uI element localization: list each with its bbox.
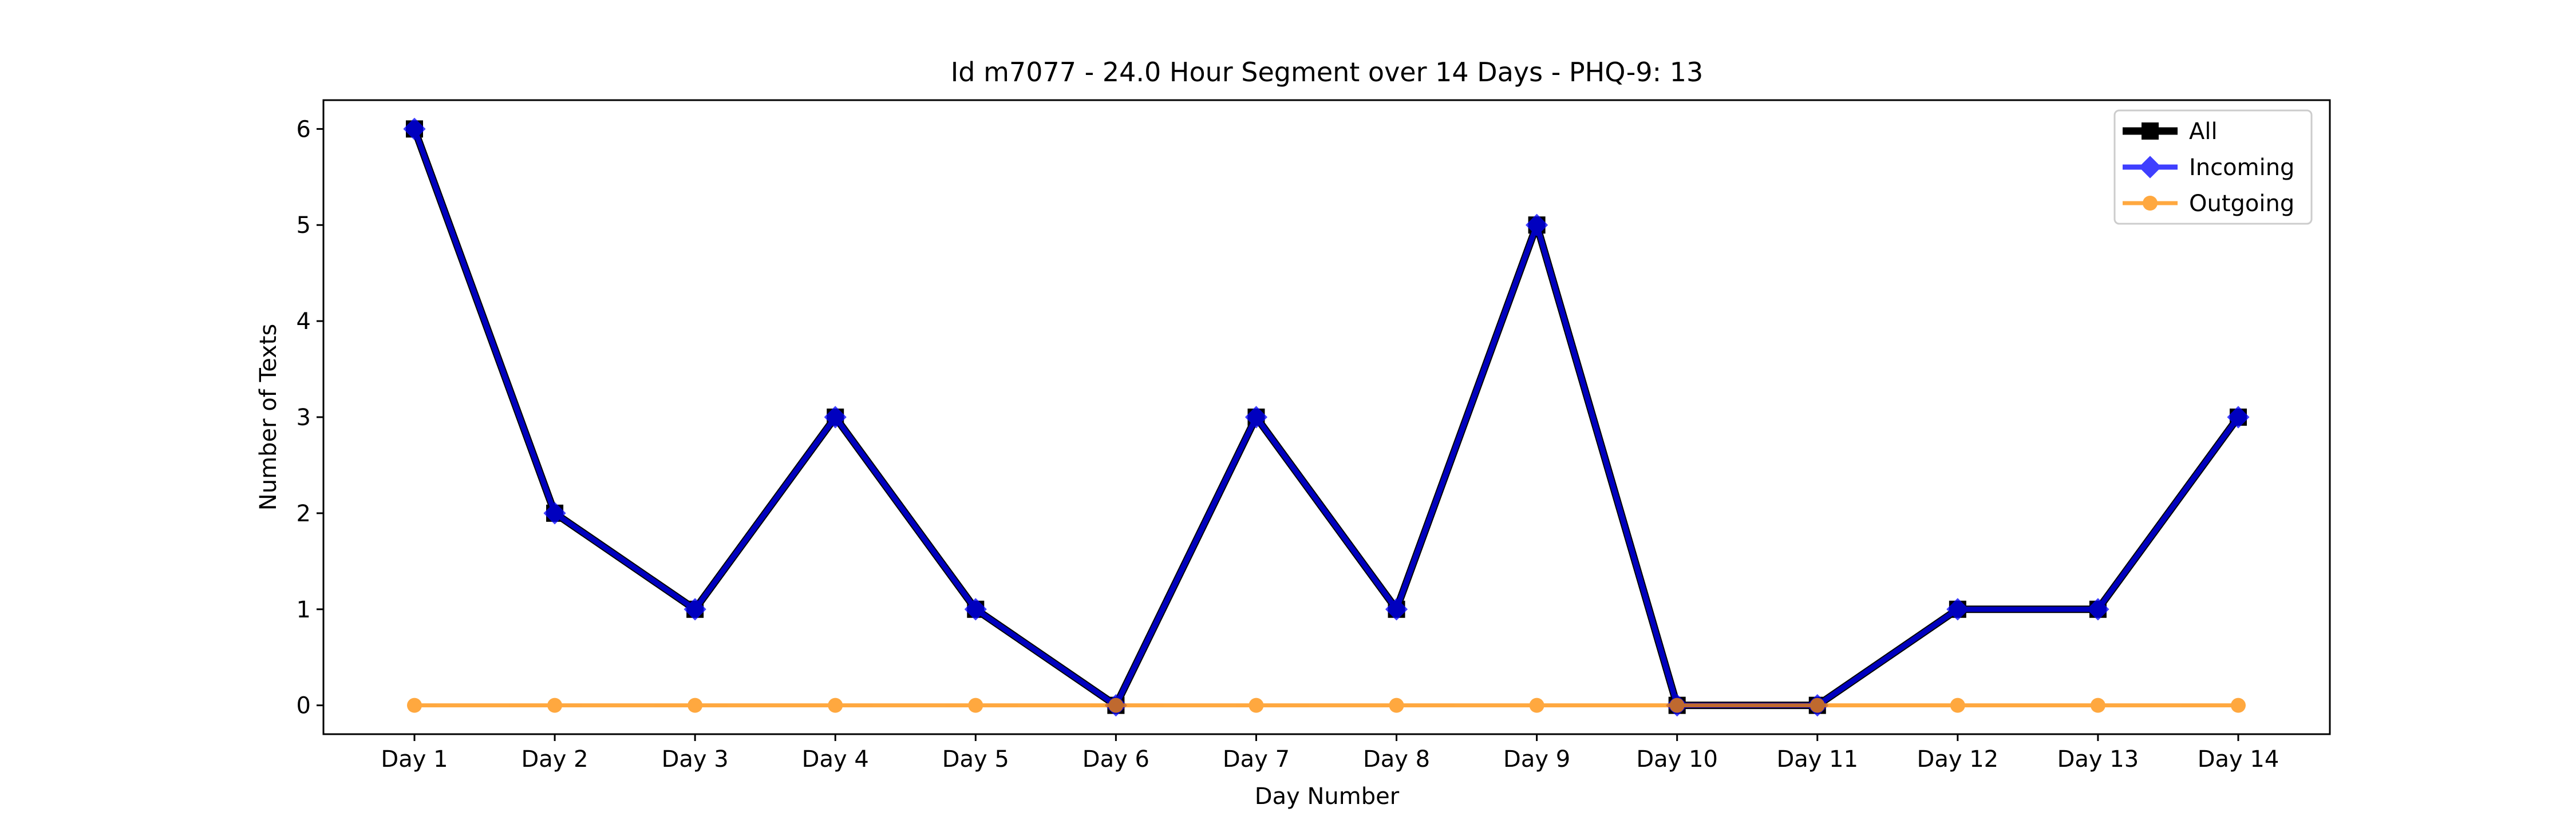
data-point-outgoing — [1809, 698, 1825, 713]
data-point-incoming — [1385, 598, 1408, 621]
chart-title: Id m7077 - 24.0 Hour Segment over 14 Day… — [951, 57, 1704, 88]
x-tick-label: Day 8 — [1363, 746, 1430, 772]
x-tick-label: Day 3 — [662, 746, 729, 772]
x-axis-label: Day Number — [1255, 783, 1400, 810]
series-line-incoming — [412, 128, 2241, 708]
data-point-incoming — [824, 406, 847, 429]
legend-label-all: All — [2189, 118, 2218, 145]
x-tick-label: Day 7 — [1223, 746, 1290, 772]
data-point-outgoing — [2090, 698, 2105, 713]
y-tick-label: 1 — [297, 597, 311, 623]
data-point-incoming — [2227, 406, 2250, 429]
x-tick-label: Day 4 — [802, 746, 869, 772]
data-point-incoming — [543, 502, 566, 525]
x-tick-label: Day 11 — [1776, 746, 1858, 772]
legend-label-outgoing: Outgoing — [2189, 191, 2294, 217]
data-point-outgoing — [968, 698, 983, 713]
x-tick-label: Day 1 — [381, 746, 448, 772]
series-incoming — [403, 117, 2250, 717]
y-axis: 0 1 2 3 4 5 6 — [297, 116, 323, 719]
x-tick-label: Day 13 — [2057, 746, 2139, 772]
series-outgoing — [407, 698, 2246, 713]
y-tick-label: 2 — [297, 501, 311, 527]
y-tick-label: 3 — [297, 405, 311, 431]
x-tick-label: Day 12 — [1917, 746, 1999, 772]
data-point-outgoing — [1950, 698, 1965, 713]
data-point-outgoing — [1249, 698, 1264, 713]
plot-lines — [403, 117, 2250, 717]
data-point-incoming — [1526, 213, 1548, 236]
data-point-incoming — [683, 598, 706, 621]
data-point-outgoing — [1108, 698, 1124, 713]
data-point-incoming — [1244, 406, 1268, 429]
data-point-incoming — [964, 598, 987, 621]
x-tick-label: Day 5 — [942, 746, 1009, 772]
data-point-outgoing — [1669, 698, 1685, 713]
data-point-outgoing — [828, 698, 843, 713]
x-tick-label: Day 6 — [1082, 746, 1149, 772]
legend-marker-outgoing — [2143, 196, 2158, 211]
y-tick-label: 5 — [297, 212, 311, 239]
legend-marker-all — [2142, 122, 2159, 140]
y-axis-label: Number of Texts — [255, 324, 282, 510]
data-point-outgoing — [1529, 698, 1544, 713]
legend-label-incoming: Incoming — [2189, 154, 2294, 181]
series-all — [406, 120, 2247, 714]
data-point-outgoing — [688, 698, 703, 713]
legend-entry-incoming — [2123, 156, 2178, 179]
x-tick-label: Day 14 — [2198, 746, 2279, 772]
legend: All Incoming Outgoing — [2113, 109, 2313, 225]
x-axis: Day 1 Day 2 Day 3 Day 4 Day 5 Day 6 Day 7 Day 8… — [381, 734, 2279, 772]
x-tick-label: Day 10 — [1636, 746, 1718, 772]
legend-entry-outgoing — [2123, 196, 2178, 211]
data-point-outgoing — [407, 698, 422, 713]
series-line-all — [410, 128, 2242, 710]
y-tick-label: 0 — [297, 693, 311, 719]
data-point-outgoing — [547, 698, 563, 713]
data-point-incoming — [2087, 598, 2109, 621]
legend-entry-all — [2123, 122, 2178, 140]
y-tick-label: 6 — [297, 116, 311, 142]
y-tick-label: 4 — [297, 308, 311, 335]
legend-marker-incoming — [2139, 156, 2162, 179]
x-tick-label: Day 9 — [1503, 746, 1570, 772]
data-point-outgoing — [2231, 698, 2246, 713]
data-point-incoming — [1946, 598, 1969, 621]
legend-box — [2113, 109, 2313, 225]
data-point-outgoing — [1389, 698, 1404, 713]
x-tick-label: Day 2 — [521, 746, 588, 772]
data-point-incoming — [403, 117, 426, 140]
plot-frame — [322, 99, 2331, 735]
